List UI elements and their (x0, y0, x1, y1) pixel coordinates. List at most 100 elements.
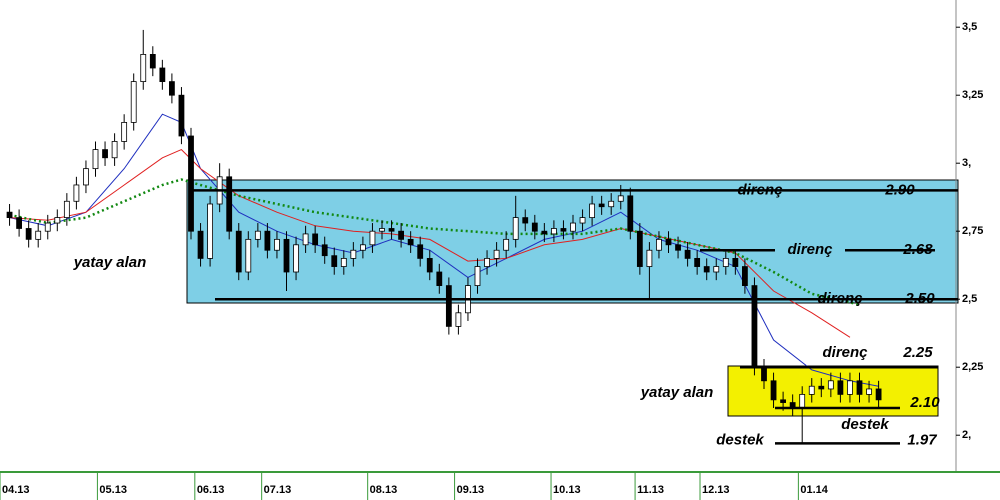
candle-body (197, 230, 204, 259)
candle-body (111, 141, 118, 159)
candle-body (694, 257, 701, 267)
candle-body (493, 249, 500, 259)
candle-body (159, 67, 166, 83)
candle-body (331, 255, 338, 267)
candle-body (83, 168, 89, 186)
candle-body (665, 238, 672, 246)
candle-body (875, 388, 882, 401)
candle-body (178, 94, 185, 137)
x-tick-label: 05.13 (99, 484, 127, 496)
level-label: 2.68 (902, 241, 933, 258)
y-tick-label: 3,25 (962, 89, 983, 101)
candle-body (799, 393, 806, 409)
candle-body (321, 244, 328, 257)
candle-body (484, 257, 490, 267)
x-tick-label: 04.13 (2, 484, 30, 496)
candle-body (235, 230, 242, 273)
candle-body (359, 244, 366, 251)
x-tick-label: 08.13 (370, 484, 398, 496)
candle-body (598, 203, 605, 208)
candle-body (54, 217, 61, 224)
annotation-text: direnç (737, 181, 783, 198)
candle-body (474, 266, 481, 286)
x-tick-label: 07.13 (264, 484, 292, 496)
candle-body (254, 230, 261, 240)
zone-label: yatay alan (73, 254, 147, 271)
annotation-text: destek (716, 431, 764, 448)
candle-body (684, 249, 691, 259)
level-label: 1.97 (907, 431, 937, 448)
candle-body (140, 54, 147, 83)
candle-body (531, 222, 538, 232)
candle-body (312, 233, 319, 246)
candle-body (283, 238, 290, 273)
candle-body (388, 228, 395, 232)
candle-body (856, 380, 863, 395)
candle-body (627, 195, 634, 232)
candle-body (503, 238, 510, 251)
candle-body (350, 249, 357, 259)
candle-body (226, 176, 233, 232)
candle-body (770, 380, 777, 401)
candle-body (407, 238, 414, 246)
annotation-text: direnç (787, 241, 833, 258)
candle-body (551, 228, 557, 235)
x-tick-label: 10.13 (553, 484, 581, 496)
candle-body (636, 230, 643, 267)
level-label: 2.10 (909, 394, 940, 411)
candle-body (302, 233, 309, 246)
candle-body (445, 285, 452, 327)
candle-body (44, 222, 51, 232)
candle-body (675, 244, 681, 251)
candle-body (293, 244, 299, 273)
candle-body (656, 238, 662, 251)
candle-body (780, 399, 786, 403)
candle-body (16, 217, 23, 229)
candle-body (818, 385, 825, 390)
y-tick-label: 3, (962, 157, 971, 169)
candle-body (398, 230, 405, 240)
candle-body (379, 228, 385, 232)
candle-body (541, 230, 548, 235)
candle-body (732, 257, 739, 267)
candle-body (274, 238, 280, 251)
candle-body (63, 200, 70, 218)
candle-body (426, 257, 433, 273)
zone-label: yatay alan (640, 384, 714, 401)
candle-body (608, 200, 615, 208)
annotation-text: direnç (817, 290, 863, 307)
candle-body (512, 217, 519, 240)
candle-body (436, 271, 443, 287)
candle-body (340, 257, 347, 267)
y-tick-label: 2,75 (962, 225, 983, 237)
candle-body (35, 230, 42, 240)
candle-body (522, 217, 529, 224)
candle-body (149, 54, 156, 69)
range-zone (186, 179, 959, 304)
candle-body (866, 388, 872, 395)
candle-body (560, 228, 567, 232)
level-label: 2.25 (902, 344, 933, 361)
x-tick-label: 11.13 (637, 484, 664, 496)
candle-body (188, 135, 194, 232)
candle-body (847, 380, 853, 395)
candle-body (722, 257, 729, 267)
x-tick-label: 01.14 (800, 484, 828, 496)
level-label: 2.90 (884, 181, 915, 198)
candle-body (837, 380, 844, 395)
candle-body (827, 380, 834, 390)
candle-body (751, 285, 758, 368)
candle-body (417, 244, 424, 259)
candle-body (646, 249, 653, 267)
moving-average (9, 178, 860, 306)
candle-body (570, 222, 576, 232)
candle-body (102, 149, 108, 159)
y-tick-label: 2,25 (962, 361, 983, 373)
candle-body (245, 238, 252, 273)
candle-body (617, 195, 624, 202)
candle-body (808, 385, 815, 395)
candle-body (168, 81, 175, 96)
y-tick-label: 2, (962, 429, 971, 441)
candle-body (264, 230, 271, 251)
